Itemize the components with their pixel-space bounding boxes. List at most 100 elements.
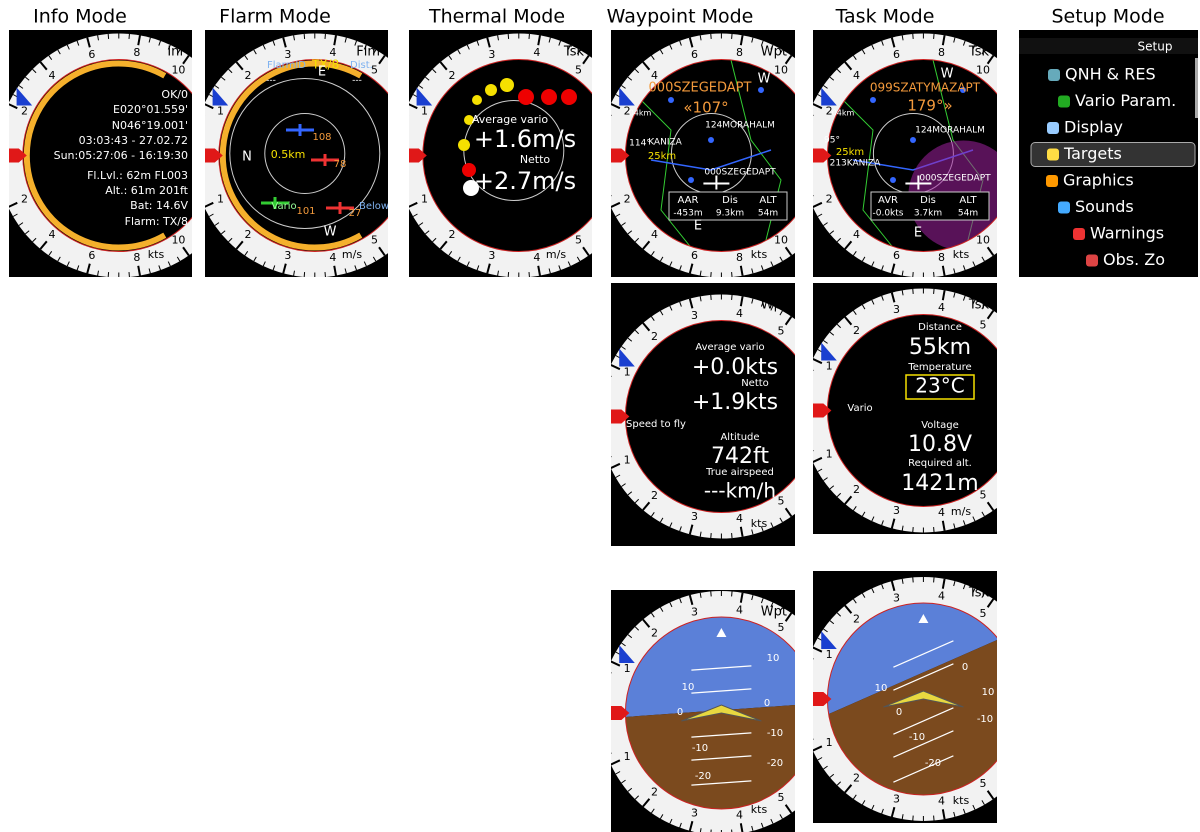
- scale-label: 4: [533, 46, 540, 59]
- scale-label: 2: [244, 228, 251, 241]
- dial-tick: [871, 44, 875, 50]
- dial-tick: [601, 134, 606, 135]
- dial-tick: [817, 213, 823, 217]
- dial-tick: [760, 598, 764, 604]
- dial-tick: [401, 186, 406, 187]
- device-screen: 54321012345WptktsAverage vario+0.0ktsNet…: [611, 283, 795, 546]
- dial-tick: [262, 44, 266, 50]
- dial-tick: [784, 507, 793, 518]
- readout: 10: [767, 653, 780, 664]
- dial-tick: [861, 800, 866, 805]
- dial-tick: [611, 752, 612, 754]
- thermal-dot: [458, 139, 470, 151]
- dial-tick: [699, 828, 702, 832]
- dial-tick: [699, 35, 702, 41]
- readout: ---: [266, 76, 276, 86]
- dial-tick: [378, 54, 386, 65]
- menu-item[interactable]: Display: [1064, 118, 1123, 137]
- readout: W: [758, 72, 771, 87]
- menu-item[interactable]: Graphics: [1063, 171, 1134, 190]
- readout: Dist.: [350, 60, 373, 71]
- dial-tick: [642, 240, 651, 250]
- device-screen: 5 4 3 2 101 2 3 4 5 Flm m/s FlarmID TX/8 Dist. --- --- E…: [205, 30, 388, 277]
- readout: 54m: [958, 209, 978, 219]
- menu-item[interactable]: Sounds: [1075, 197, 1134, 216]
- scale-label: 6: [893, 48, 900, 61]
- dial-tick: [558, 40, 561, 46]
- readout: 03:03:43 - 27.02.72: [79, 134, 188, 147]
- scale-label: 4: [533, 251, 540, 264]
- scale-label: 2: [448, 69, 455, 82]
- scale-label: 4: [736, 512, 743, 525]
- readout: 0: [677, 707, 683, 718]
- dial-tick: [659, 814, 664, 819]
- readout: 124MORAHALM: [915, 126, 985, 136]
- menu-item[interactable]: Vario Param.: [1075, 91, 1176, 110]
- dial-tick: [476, 40, 480, 46]
- aircraft-symbol: [681, 704, 762, 722]
- dial-tick: [432, 68, 437, 74]
- dial-tick: [182, 246, 190, 257]
- dial-tick: [86, 263, 91, 274]
- dial-tick: [48, 251, 53, 256]
- dial-tick: [148, 37, 151, 43]
- dial-tick: [699, 531, 702, 537]
- scale-label: 4: [736, 808, 743, 821]
- dial-tick: [372, 256, 377, 262]
- scale-label: 5: [980, 318, 987, 331]
- dial-tick: [803, 389, 808, 390]
- dial-tick: [813, 658, 814, 660]
- scale-label: 5: [371, 63, 378, 76]
- dial-tick: [235, 61, 244, 71]
- readout: 124MORAHALM: [705, 121, 775, 131]
- readout: 10: [682, 682, 695, 693]
- dial-tick: [871, 516, 875, 522]
- dial-tick: [779, 607, 783, 612]
- pitch-line: [691, 755, 752, 761]
- dial-tick: [409, 103, 418, 110]
- menu-item[interactable]: QNH & RES: [1065, 65, 1156, 84]
- dial-tick: [853, 310, 857, 315]
- readout: True airspeed: [705, 467, 774, 478]
- dial-tick: [751, 595, 754, 601]
- menu-item[interactable]: Obs. Zo: [1103, 250, 1165, 269]
- readout: Voltage: [921, 420, 959, 431]
- scale-label: 3: [893, 303, 900, 316]
- readout: Required alt.: [908, 458, 972, 469]
- dial-tick: [409, 195, 410, 196]
- dial-tick: [418, 222, 424, 226]
- scale-label: 1: [826, 360, 833, 373]
- dial-tick: [582, 54, 590, 65]
- vario-needle: [813, 692, 832, 706]
- menu-item[interactable]: Warnings: [1090, 224, 1164, 243]
- scale-label: 2: [651, 489, 658, 502]
- dial-tick: [669, 44, 673, 50]
- dial-tick: [176, 256, 181, 262]
- menu-item[interactable]: Targets: [1063, 144, 1122, 163]
- pitch-line: [893, 640, 954, 668]
- dial-tick: [941, 809, 946, 820]
- dial-tick: [784, 315, 793, 326]
- dial-tick: [986, 790, 995, 800]
- mode-heading: Info Mode: [33, 6, 127, 28]
- scale-label: 1: [217, 192, 224, 205]
- vario-needle: [813, 148, 832, 163]
- readout: AAR: [678, 195, 699, 206]
- dial-tick: [803, 719, 808, 720]
- scale-label: 10: [976, 234, 990, 247]
- mode-tag: Inf: [167, 45, 184, 60]
- dial-tick: [205, 195, 206, 196]
- pitch-line: [893, 663, 954, 691]
- dial-tick: [137, 35, 141, 46]
- dial-tick: [836, 68, 842, 74]
- scale-label: 10: [171, 234, 185, 247]
- readout: E: [914, 226, 922, 241]
- dial-tick: [981, 49, 985, 55]
- dial-tick: [282, 37, 287, 48]
- dial-tick: [272, 265, 276, 271]
- unit-label: kts: [751, 517, 768, 530]
- dial-tick: [558, 265, 561, 271]
- mode-tag: Tsk: [968, 586, 990, 601]
- dial-tick: [253, 256, 257, 262]
- vario-needle: [813, 403, 832, 418]
